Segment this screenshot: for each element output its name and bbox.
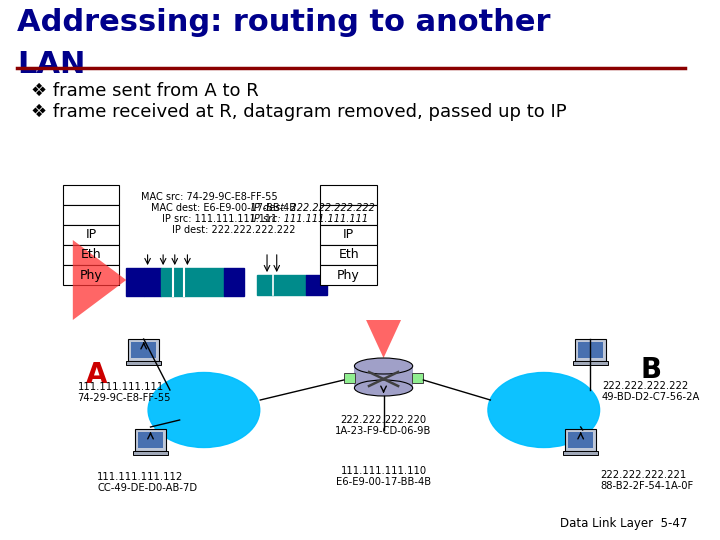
Ellipse shape [354, 358, 413, 374]
Text: CC-49-DE-D0-AB-7D: CC-49-DE-D0-AB-7D [97, 483, 197, 493]
Bar [126, 268, 144, 296]
Bar [354, 366, 413, 388]
Text: Eth: Eth [338, 248, 359, 261]
Text: ❖ frame received at R, datagram removed, passed up to IP: ❖ frame received at R, datagram removed,… [31, 103, 567, 121]
Polygon shape [366, 320, 401, 358]
Text: IP src: 111.111.111.111: IP src: 111.111.111.111 [162, 214, 277, 224]
Bar [575, 339, 606, 361]
Text: 49-BD-D2-C7-56-2A: 49-BD-D2-C7-56-2A [602, 392, 701, 402]
Text: Phy: Phy [80, 268, 103, 281]
Text: 222.222.222.221: 222.222.222.221 [600, 470, 686, 480]
Bar [144, 268, 161, 296]
Text: B: B [640, 356, 661, 384]
Bar [63, 225, 120, 245]
Text: Eth: Eth [81, 248, 102, 261]
Text: 1A-23-F9-CD-06-9B: 1A-23-F9-CD-06-9B [336, 426, 432, 436]
Text: Addressing: routing to another: Addressing: routing to another [17, 8, 551, 37]
Text: A: A [86, 361, 108, 389]
Bar [306, 275, 327, 295]
Bar [161, 268, 225, 296]
Bar [412, 373, 423, 383]
Bar [257, 275, 306, 295]
Text: IP dest: 222.222.222.222: IP dest: 222.222.222.222 [172, 225, 295, 235]
Bar [563, 451, 598, 455]
Bar [63, 185, 120, 205]
Text: 74-29-9C-E8-FF-55: 74-29-9C-E8-FF-55 [78, 393, 171, 403]
Bar [573, 361, 608, 365]
Text: 111.111.111.112: 111.111.111.112 [97, 472, 184, 482]
Text: Data Link Layer  5-47: Data Link Layer 5-47 [560, 517, 688, 530]
Text: E6-E9-00-17-BB-4B: E6-E9-00-17-BB-4B [336, 477, 431, 487]
Text: 111.111.111.111: 111.111.111.111 [78, 382, 164, 392]
Bar [126, 361, 161, 365]
Bar [320, 225, 377, 245]
Bar [568, 432, 593, 448]
Text: Phy: Phy [337, 268, 360, 281]
Text: IP src: 111.111.111.111: IP src: 111.111.111.111 [251, 214, 368, 224]
Bar [320, 205, 377, 225]
Text: 111.111.111.110: 111.111.111.110 [341, 466, 427, 476]
Bar [131, 342, 156, 358]
Bar [225, 268, 244, 296]
Bar [135, 429, 166, 451]
Bar [320, 185, 377, 205]
Bar [320, 245, 377, 265]
Text: MAC src: 74-29-9C-E8-FF-55: MAC src: 74-29-9C-E8-FF-55 [141, 192, 277, 202]
Text: IP: IP [86, 228, 96, 241]
Bar [565, 429, 596, 451]
Text: ❖ frame sent from A to R: ❖ frame sent from A to R [31, 82, 258, 100]
Text: 222.222.222.222: 222.222.222.222 [602, 381, 688, 391]
Bar [343, 373, 356, 383]
Text: IP dest: 222.222.222.222: IP dest: 222.222.222.222 [251, 203, 374, 213]
Bar [133, 451, 168, 455]
Bar [128, 339, 159, 361]
Bar [320, 265, 377, 285]
Text: MAC dest: E6-E9-00-17-BB-4B: MAC dest: E6-E9-00-17-BB-4B [150, 203, 295, 213]
Text: 88-B2-2F-54-1A-0F: 88-B2-2F-54-1A-0F [600, 481, 693, 491]
Bar [138, 432, 163, 448]
Bar [63, 245, 120, 265]
Ellipse shape [354, 380, 413, 396]
Bar [577, 342, 603, 358]
Bar [63, 265, 120, 285]
Text: LAN: LAN [17, 50, 86, 79]
Text: 222.222.222.220: 222.222.222.220 [341, 415, 427, 425]
Bar [63, 205, 120, 225]
Polygon shape [73, 240, 126, 320]
Ellipse shape [148, 373, 260, 448]
Text: IP: IP [343, 228, 354, 241]
Ellipse shape [488, 373, 600, 448]
